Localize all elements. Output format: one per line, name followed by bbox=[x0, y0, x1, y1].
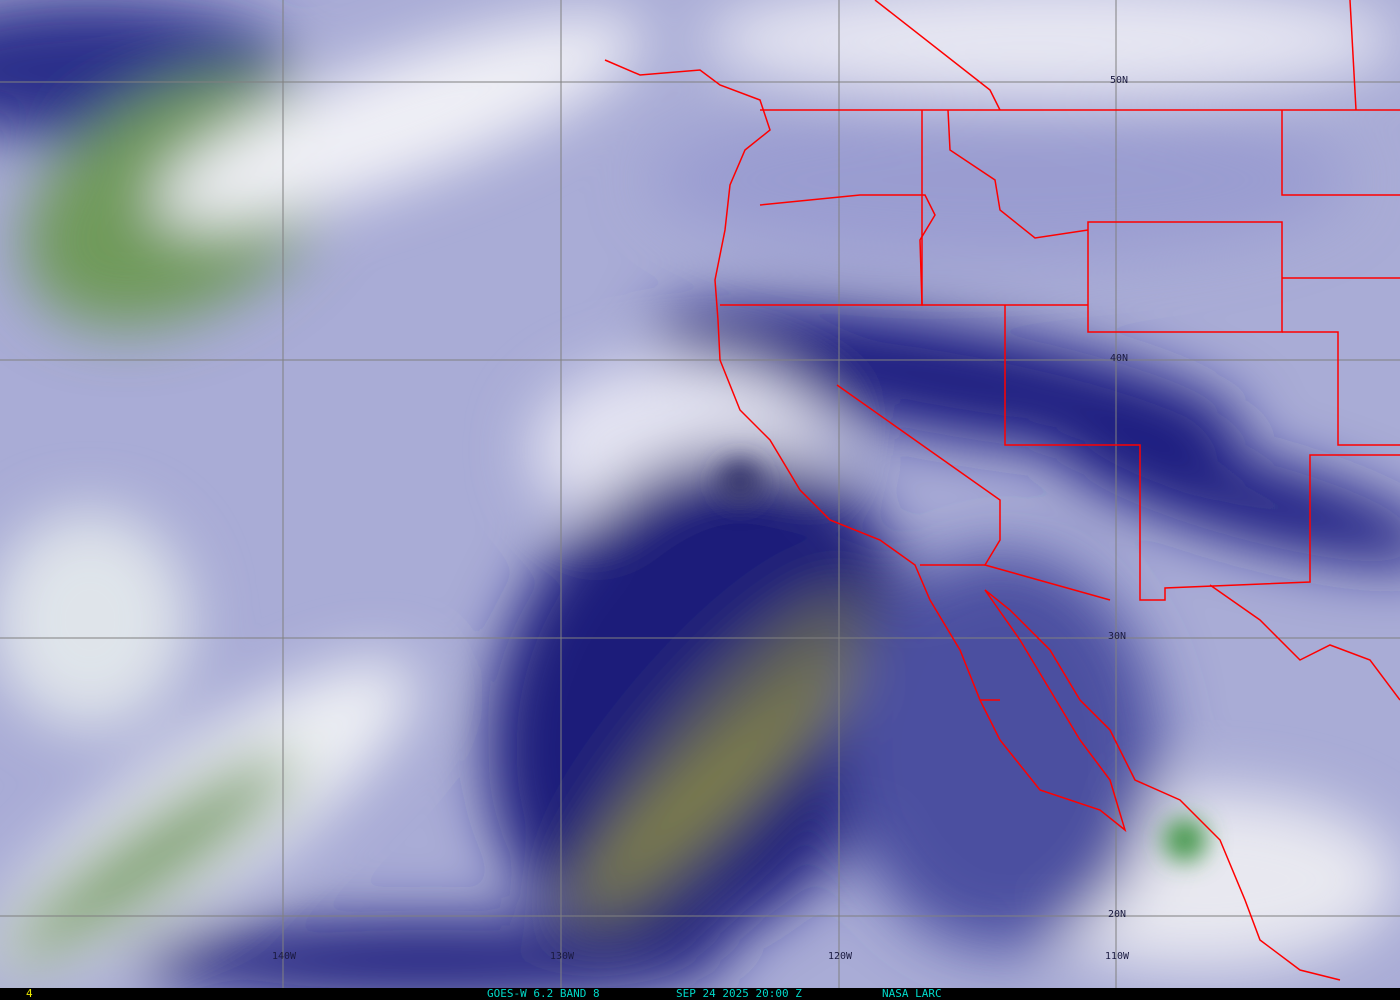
idaho-montana-border bbox=[947, 109, 1089, 239]
nevada-arizona-border bbox=[1004, 305, 1400, 601]
lat-label-50n: 50N bbox=[1110, 75, 1129, 86]
credit-label: NASA LARC bbox=[882, 987, 942, 1000]
lat-label-30n: 30N bbox=[1108, 631, 1127, 642]
mexico-mainland-coast bbox=[984, 589, 1341, 981]
footer-bar: 4 GOES-W 6.2 BAND 8 SEP 24 2025 20:00 Z … bbox=[0, 988, 1400, 1000]
mexico-border-east bbox=[1209, 584, 1400, 701]
coastline bbox=[604, 59, 1000, 701]
political-borders bbox=[604, 0, 1400, 981]
product-label: GOES-W 6.2 BAND 8 bbox=[487, 987, 600, 1000]
california-nevada-border bbox=[836, 384, 1111, 601]
lat-label-40n: 40N bbox=[1110, 353, 1129, 364]
bc-alberta-border bbox=[874, 0, 1001, 111]
canada-province-border bbox=[1349, 0, 1357, 111]
frame-number: 4 bbox=[26, 987, 33, 1000]
lon-label-110w: 110W bbox=[1105, 951, 1130, 962]
baja-california bbox=[979, 589, 1127, 833]
idaho-border bbox=[921, 110, 1088, 306]
lon-label-120w: 120W bbox=[828, 951, 853, 962]
state-borders-east bbox=[1281, 110, 1400, 446]
lon-label-130w: 130W bbox=[550, 951, 575, 962]
lon-label-140w: 140W bbox=[272, 951, 297, 962]
lat-label-20n: 20N bbox=[1108, 909, 1127, 920]
datetime-label: SEP 24 2025 20:00 Z bbox=[676, 987, 802, 1000]
